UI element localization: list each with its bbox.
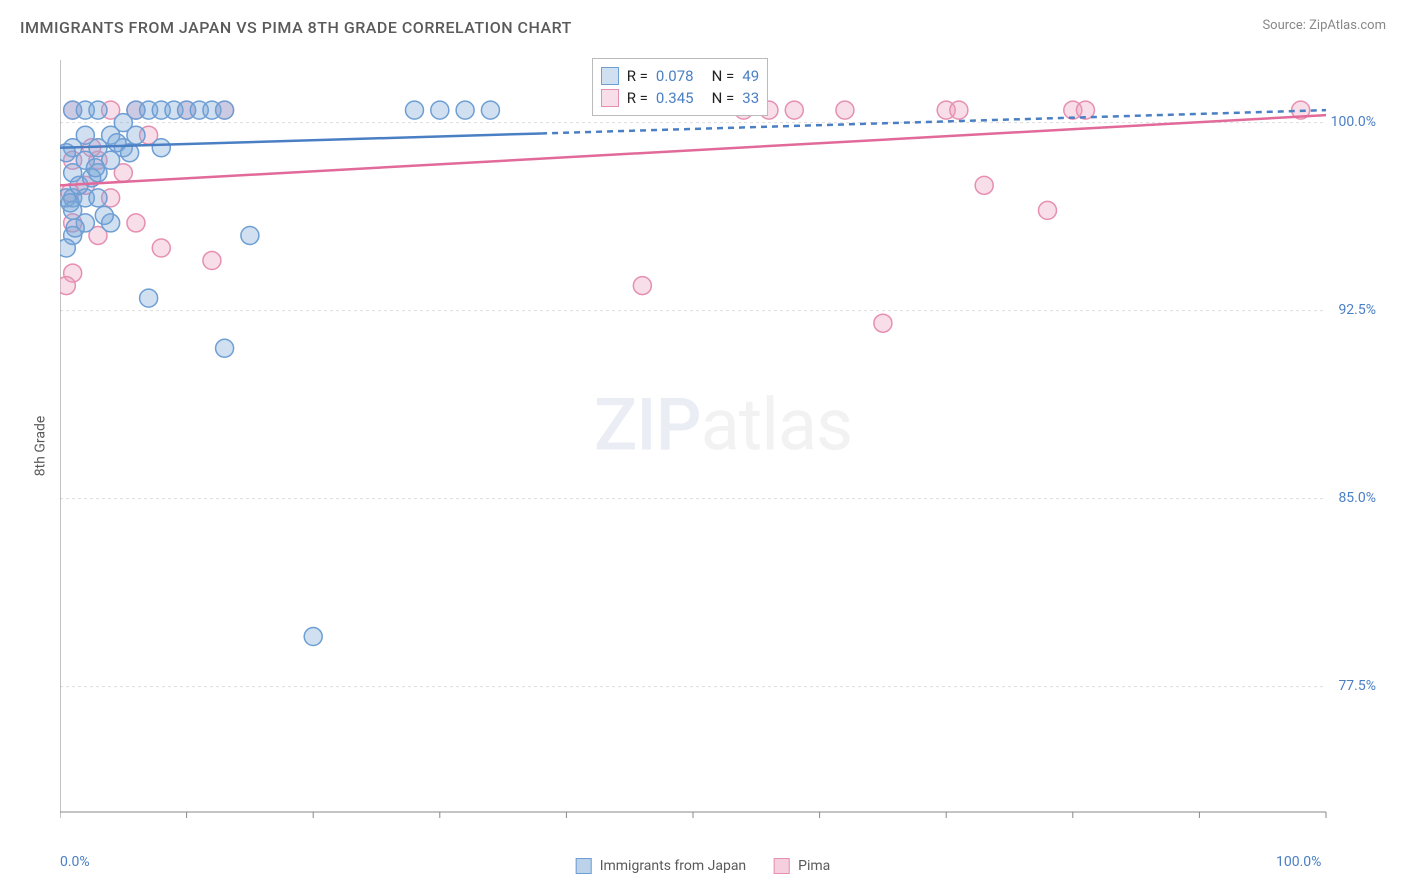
source-label: Source: xyxy=(1262,18,1305,33)
stat-r-label: R = xyxy=(627,67,648,85)
correlation-stats-box: R = 0.078 N = 49 R = 0.345 N = 33 xyxy=(592,58,768,116)
chart-plot-area: ZIPatlas xyxy=(60,50,1386,832)
y-tick-label: 85.0% xyxy=(1338,490,1376,506)
x-tick-label: 100.0% xyxy=(1276,854,1321,870)
stat-r-label: R = xyxy=(627,89,648,107)
y-axis-label: 8th Grade xyxy=(32,416,48,477)
legend-label: Pima xyxy=(798,858,830,874)
y-tick-label: 92.5% xyxy=(1338,302,1376,318)
stat-n-label: N = xyxy=(712,67,735,85)
stats-swatch xyxy=(601,67,619,85)
legend-swatch xyxy=(774,858,790,874)
legend-item[interactable]: Pima xyxy=(774,858,830,874)
chart-svg xyxy=(60,50,1386,832)
stats-row: R = 0.345 N = 33 xyxy=(601,87,759,109)
legend-swatch xyxy=(576,858,592,874)
chart-title: IMMIGRANTS FROM JAPAN VS PIMA 8TH GRADE … xyxy=(20,18,572,37)
x-tick-label: 0.0% xyxy=(60,854,90,870)
stats-row: R = 0.078 N = 49 xyxy=(601,65,759,87)
source-link[interactable]: ZipAtlas.com xyxy=(1309,18,1386,33)
stat-n-value: 49 xyxy=(742,67,759,85)
y-tick-label: 77.5% xyxy=(1338,678,1376,694)
legend: Immigrants from Japan Pima xyxy=(576,858,831,874)
stat-r-value: 0.345 xyxy=(656,89,694,107)
legend-label: Immigrants from Japan xyxy=(600,858,746,874)
legend-item[interactable]: Immigrants from Japan xyxy=(576,858,746,874)
y-tick-label: 100.0% xyxy=(1331,114,1376,130)
stat-n-label: N = xyxy=(712,89,735,107)
stat-n-value: 33 xyxy=(742,89,759,107)
stat-r-value: 0.078 xyxy=(656,67,694,85)
source-attribution: Source: ZipAtlas.com xyxy=(1262,18,1386,33)
stats-swatch xyxy=(601,89,619,107)
